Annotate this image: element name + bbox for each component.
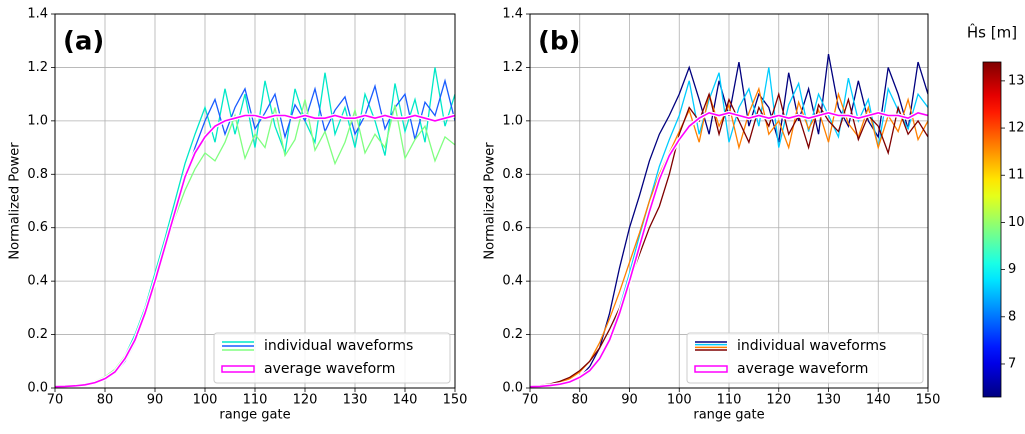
colorbar-tick-label: 8: [1008, 309, 1016, 324]
colorbar: [982, 61, 1002, 398]
legend-label: individual waveforms: [264, 338, 413, 354]
legend-label: average waveform: [264, 361, 395, 377]
colorbar-label: Ĥs [m]: [967, 23, 1017, 42]
y-tick-label: 0.0: [502, 381, 523, 396]
x-tick-label: 80: [97, 393, 114, 408]
y-tick-label: 1.4: [502, 7, 523, 22]
y-tick-label: 0.0: [27, 381, 48, 396]
y-axis-label: Normalized Power: [483, 142, 498, 260]
y-tick-label: 0.2: [502, 327, 523, 342]
y-tick-label: 0.4: [502, 274, 523, 289]
colorbar-tick-label: 7: [1008, 356, 1016, 371]
x-axis-label: range gate: [693, 408, 764, 423]
panel-label: (b): [538, 27, 580, 57]
x-tick-label: 150: [443, 393, 468, 408]
colorbar-tick-label: 10: [1008, 215, 1025, 230]
x-tick-label: 130: [343, 393, 368, 408]
average-line: [55, 114, 455, 388]
colorbar-tick-label: 12: [1008, 121, 1025, 136]
y-tick-label: 1.2: [27, 60, 48, 75]
x-tick-label: 90: [147, 393, 164, 408]
colorbar-tick-label: 11: [1008, 168, 1025, 183]
x-tick-label: 150: [916, 393, 941, 408]
y-tick-label: 1.4: [27, 7, 48, 22]
x-tick-label: 140: [866, 393, 891, 408]
y-tick-label: 0.6: [27, 220, 48, 235]
x-tick-label: 100: [193, 393, 218, 408]
legend-label: average waveform: [737, 361, 868, 377]
x-tick-label: 110: [717, 393, 742, 408]
y-tick-label: 0.8: [27, 167, 48, 182]
y-tick-label: 1.0: [27, 113, 48, 128]
x-tick-label: 120: [293, 393, 318, 408]
axes-frame: [529, 13, 929, 389]
legend-box: [213, 332, 451, 384]
x-tick-label: 70: [522, 393, 539, 408]
x-tick-label: 130: [816, 393, 841, 408]
axes-frame: [54, 13, 456, 389]
legend-swatch: [221, 365, 255, 373]
x-tick-label: 120: [766, 393, 791, 408]
x-tick-label: 110: [243, 393, 268, 408]
colorbar-tick-label: 13: [1008, 73, 1025, 88]
waveform-line: [530, 53, 928, 388]
average-line: [530, 111, 928, 388]
x-tick-label: 80: [571, 393, 588, 408]
colorbar-tick-label: 9: [1008, 262, 1016, 277]
legend-label: individual waveforms: [737, 338, 886, 354]
legend-box: [686, 332, 924, 384]
x-axis-label: range gate: [219, 408, 290, 423]
x-tick-label: 100: [667, 393, 692, 408]
waveform-line: [530, 91, 928, 387]
legend-swatch: [694, 365, 728, 373]
y-tick-label: 0.4: [27, 274, 48, 289]
y-tick-label: 0.8: [502, 167, 523, 182]
x-tick-label: 90: [621, 393, 638, 408]
panel-label: (a): [63, 27, 104, 57]
y-tick-label: 0.6: [502, 220, 523, 235]
x-tick-label: 140: [393, 393, 418, 408]
x-tick-label: 70: [47, 393, 64, 408]
y-axis-label: Normalized Power: [8, 142, 23, 260]
y-tick-label: 1.2: [502, 60, 523, 75]
y-tick-label: 1.0: [502, 113, 523, 128]
y-tick-label: 0.2: [27, 327, 48, 342]
waveform-line: [530, 86, 928, 387]
